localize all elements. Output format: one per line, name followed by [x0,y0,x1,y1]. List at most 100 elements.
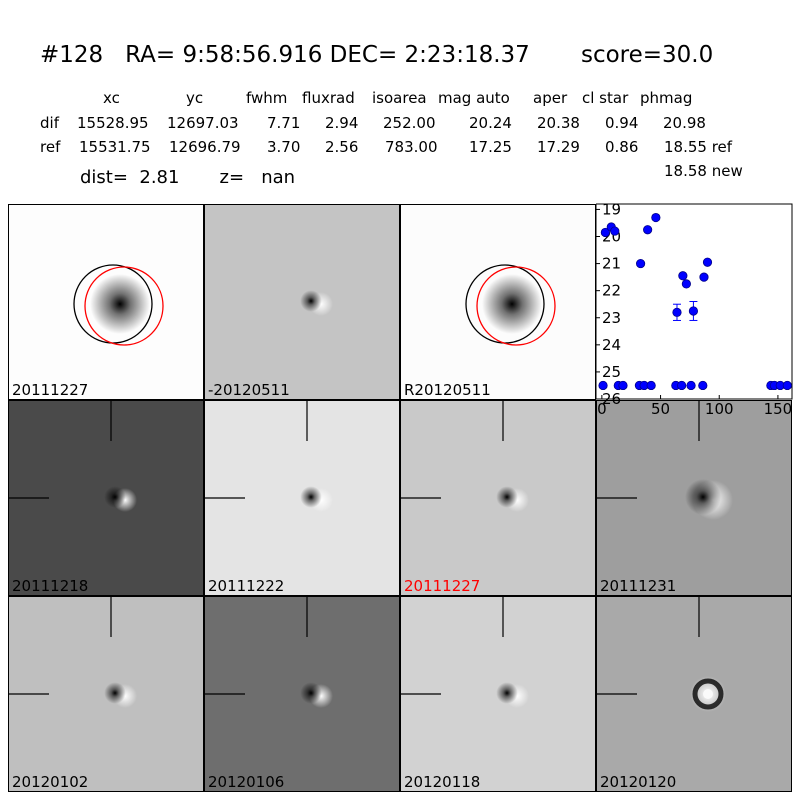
dif-xc: 15528.95 [77,114,149,132]
stamp-image [401,401,529,512]
stamp-image [597,401,733,520]
data-point [646,380,656,391]
data-point [782,380,792,391]
stamp-date-label: R20120511 [404,381,491,399]
col-header-isoarea: isoarea [372,89,427,107]
stamp-date-label: 20111227 [404,577,481,595]
stamp-image [300,290,333,316]
stamp-image [205,597,333,708]
stamp-date-label: 20111218 [12,577,89,595]
x-tick-label: 0 [597,400,607,418]
col-header-fwhm: fwhm [246,89,288,107]
source-blob [482,274,542,334]
source-negative-lobe [104,486,126,508]
data-point [598,380,608,391]
dif-mag-auto: 20.24 [469,114,512,132]
y-tick-label: 21 [602,255,621,273]
stamp-date-label: 20111222 [208,577,285,595]
stamp-date-label: 20120106 [208,773,285,791]
ref-fwhm: 3.70 [267,138,301,156]
ref-xc: 15531.75 [79,138,151,156]
stamp-panel: -20120511 [204,204,400,400]
aperture-circle-red [476,266,556,346]
data-point [702,257,713,267]
stamp-panel: 20111227 [400,400,596,596]
dif-fwhm: 7.71 [267,114,301,132]
ref-cl-star: 0.86 [605,138,639,156]
col-header-cl-star: cl star [582,89,629,107]
data-point [681,279,691,289]
dif-yc: 12697.03 [167,114,239,132]
stamp-panel: 20111227 [8,204,204,400]
stamp-date-label: 20111231 [600,577,677,595]
ref-phmag: 18.55 ref [664,138,733,156]
col-header-fluxrad: fluxrad [302,89,355,107]
stamp-panel: 20111218 [8,400,204,596]
ref-aper: 17.29 [537,138,580,156]
stamp-image [9,597,137,708]
source-negative-lobe [104,682,126,704]
stamp-panel: 20111231 [596,400,792,596]
y-tick-label: 23 [602,309,621,327]
col-header-phmag: phmag [640,89,693,107]
data-point [698,380,708,391]
dif-isoarea: 252.00 [383,114,436,132]
stamp-panel: 20120106 [204,596,400,792]
phmag-new: 18.58 new [664,162,743,180]
col-header-mag-auto: mag auto [438,89,510,107]
aperture-circle-red [84,266,164,346]
stamp-date-label: 20120118 [404,773,481,791]
data-point [643,225,653,235]
stamp-image [73,264,164,346]
source-negative-lobe [300,290,322,312]
dif-cl-star: 0.94 [605,114,639,132]
source-core [703,689,713,699]
stamp-panel: 20120102 [8,596,204,792]
stamp-image [401,597,529,708]
data-point [688,306,699,316]
ref-mag-auto: 17.25 [469,138,512,156]
stamp-image [465,264,556,346]
dif-aper: 20.38 [537,114,580,132]
row-label-ref: ref [40,138,61,156]
stamp-date-label: -20120511 [208,381,290,399]
x-tick-label: 50 [651,400,670,418]
source-ring [692,678,724,710]
data-point [610,226,620,236]
stamp-panel: 20111222 [204,400,400,596]
source-negative-lobe [300,486,322,508]
stamp-date-label: 20120102 [12,773,89,791]
stamp-panel: 20120120 [596,596,792,792]
dif-phmag: 20.98 [663,114,706,132]
data-point [651,212,661,223]
row-label-dif: dif [40,114,59,132]
stamp-panel: R20120511 [400,204,596,400]
stamp-image [205,401,333,512]
data-point [618,380,628,391]
stamp-image [9,401,137,512]
source-blob [90,274,150,334]
stamp-date-label: 20120120 [600,773,677,791]
data-point [678,271,688,281]
ref-fluxrad: 2.56 [325,138,359,156]
light-curve-plot: 19 20 21 22 23 24 25 26 0 50 100 150 [595,200,796,423]
y-tick-label: 26 [602,390,621,408]
col-header-xc: xc [103,89,120,107]
y-tick-label: 25 [602,363,621,381]
data-point [699,272,709,282]
data-point [672,307,682,317]
y-tick-label: 19 [602,203,621,218]
stamp-panel: 20120118 [400,596,596,792]
y-tick-label: 24 [602,336,621,354]
dif-fluxrad: 2.94 [325,114,359,132]
ref-yc: 12696.79 [169,138,241,156]
ref-isoarea: 783.00 [385,138,438,156]
source-negative-lobe [496,486,518,508]
source-negative-lobe [685,479,721,515]
x-tick-label: 150 [764,400,793,418]
col-header-yc: yc [186,89,204,107]
data-point [686,380,696,391]
y-tick-label: 22 [602,282,621,300]
data-point [677,380,687,391]
